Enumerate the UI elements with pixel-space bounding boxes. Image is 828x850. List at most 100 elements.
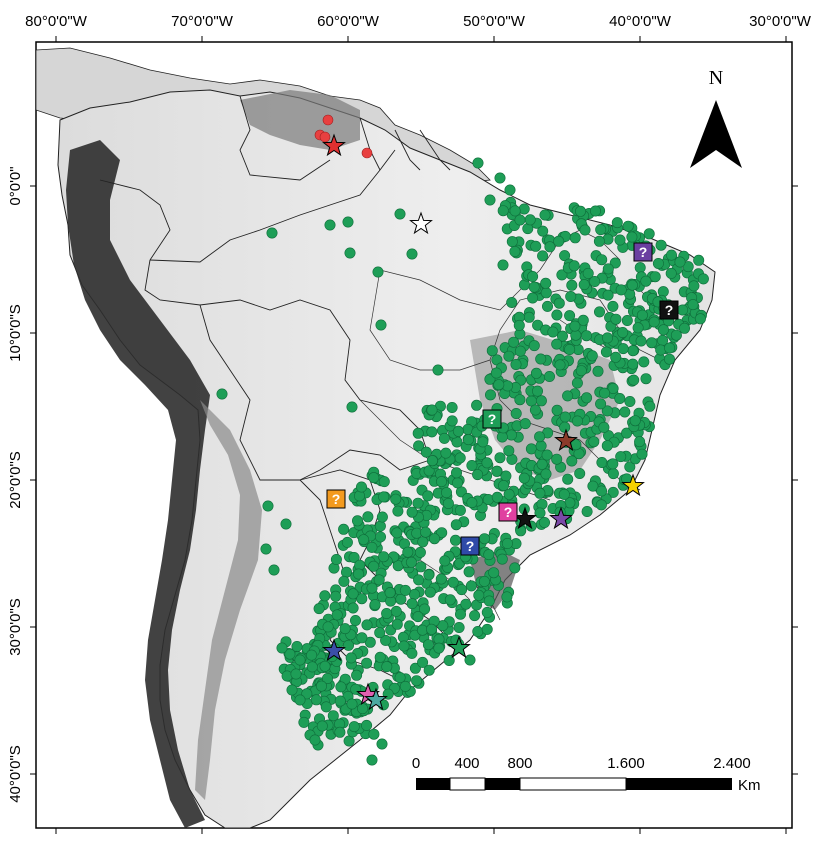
green-point: [423, 465, 435, 477]
green-point: [368, 728, 380, 740]
green-point: [578, 279, 590, 291]
green-point: [638, 356, 650, 368]
green-point: [626, 231, 638, 243]
question-box-icon: [498, 502, 518, 522]
green-point: [306, 649, 318, 661]
scale-segment: [519, 777, 627, 791]
green-point: [376, 738, 388, 750]
green-point: [602, 263, 614, 275]
green-point: [420, 446, 432, 458]
green-point: [438, 432, 450, 444]
green-point: [353, 568, 365, 580]
green-point: [444, 594, 456, 606]
green-point: [515, 525, 527, 537]
green-point: [537, 225, 549, 237]
green-point: [346, 698, 358, 710]
question-box-icon: [659, 300, 679, 320]
green-point: [595, 398, 607, 410]
green-point: [313, 603, 325, 615]
green-point: [378, 476, 390, 488]
green-point: [593, 235, 605, 247]
green-point: [422, 639, 434, 651]
green-point: [454, 504, 466, 516]
green-point: [562, 390, 574, 402]
green-point: [602, 289, 614, 301]
green-point: [589, 275, 601, 287]
green-point: [513, 319, 525, 331]
star-red-icon: [322, 133, 346, 157]
green-point: [530, 367, 542, 379]
green-point: [368, 472, 380, 484]
north-arrow: N: [690, 67, 742, 168]
green-point: [361, 657, 373, 669]
green-point: [504, 184, 516, 196]
green-point: [494, 452, 506, 464]
green-point: [588, 436, 600, 448]
green-point: [627, 345, 639, 357]
green-point: [600, 346, 612, 358]
green-point: [540, 277, 552, 289]
green-point: [547, 326, 559, 338]
green-point: [596, 485, 608, 497]
green-point: [559, 421, 571, 433]
green-point: [540, 468, 552, 480]
green-point: [571, 377, 583, 389]
north-arrow-icon-right: [716, 100, 742, 168]
question-box-icon: [482, 409, 502, 429]
question-green-marker: ?: [482, 409, 502, 429]
green-point: [276, 642, 288, 654]
green-point: [426, 426, 438, 438]
green-point: [634, 436, 646, 448]
green-point: [601, 332, 613, 344]
green-point: [419, 526, 431, 538]
green-point: [344, 247, 356, 259]
green-point: [534, 431, 546, 443]
green-point: [607, 486, 619, 498]
green-point: [324, 219, 336, 231]
green-point: [417, 536, 429, 548]
green-point: [391, 618, 403, 630]
question-mark-text: ?: [332, 491, 341, 507]
green-point: [310, 694, 322, 706]
green-point: [496, 431, 508, 443]
green-point: [345, 652, 357, 664]
star-white-icon: [409, 211, 433, 235]
green-point: [368, 560, 380, 572]
green-point: [514, 214, 526, 226]
lon-label: 50°0'0"W: [463, 13, 526, 30]
green-point: [537, 250, 549, 262]
green-point: [644, 400, 656, 412]
green-point: [538, 516, 550, 528]
green-point: [579, 224, 591, 236]
green-point: [687, 299, 699, 311]
scale-label: 1.600: [607, 755, 645, 772]
green-point: [508, 336, 520, 348]
green-point: [334, 726, 346, 738]
green-point: [503, 488, 515, 500]
question-box-icon: [460, 536, 480, 556]
green-point: [535, 440, 547, 452]
scale-segment: [485, 778, 520, 790]
green-point: [481, 457, 493, 469]
green-point: [426, 455, 438, 467]
green-point: [614, 234, 626, 246]
green-point: [564, 343, 576, 355]
green-point: [592, 365, 604, 377]
green-point: [574, 205, 586, 217]
green-point: [472, 625, 484, 637]
green-point: [306, 661, 318, 673]
green-point: [301, 688, 313, 700]
green-point: [571, 415, 583, 427]
green-point: [484, 194, 496, 206]
green-point: [406, 506, 418, 518]
green-point: [280, 518, 292, 530]
green-point: [490, 367, 502, 379]
green-point: [454, 452, 466, 464]
green-point: [262, 500, 274, 512]
green-point: [626, 279, 638, 291]
green-point: [351, 669, 363, 681]
green-point: [628, 374, 640, 386]
scale-unit: Km: [738, 777, 761, 794]
green-point: [509, 562, 521, 574]
